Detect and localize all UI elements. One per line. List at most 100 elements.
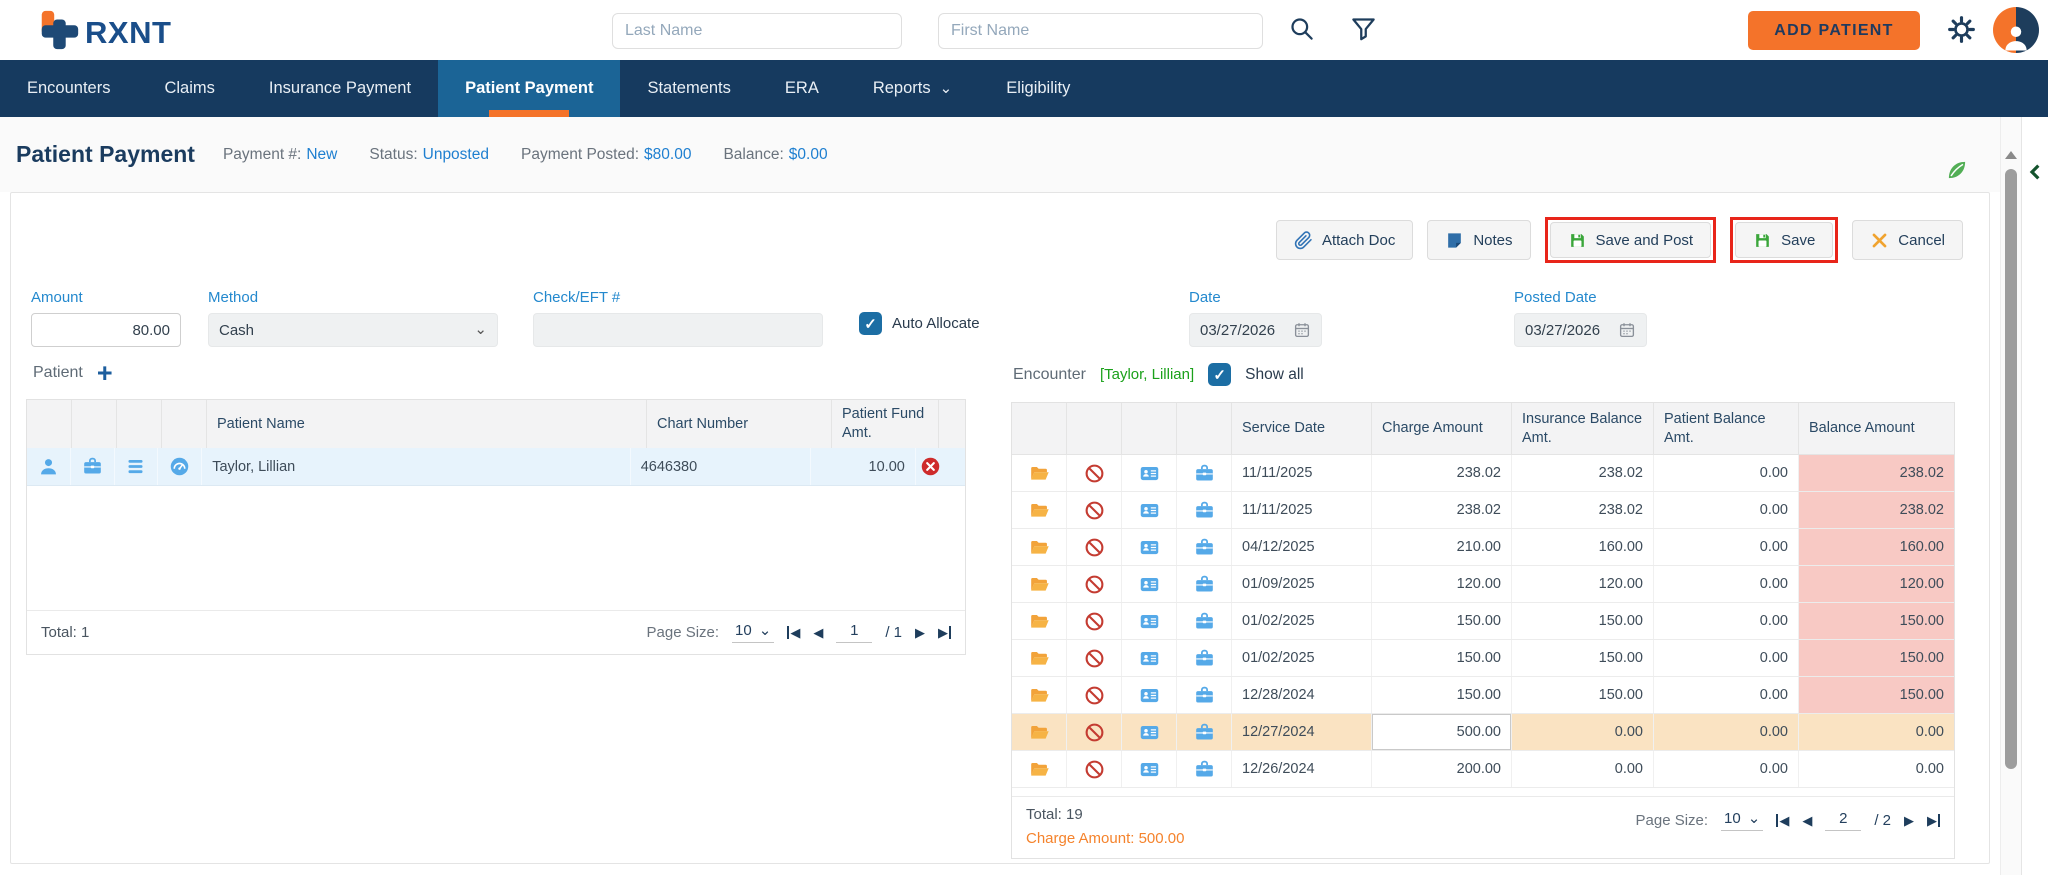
next-page-button[interactable]: ▶ <box>1904 812 1914 828</box>
folder-icon[interactable] <box>1029 537 1050 558</box>
encounter-row[interactable]: 12/28/2024 150.00 150.00 0.00 150.00 <box>1012 677 1954 714</box>
id-card-icon[interactable] <box>1139 685 1160 706</box>
tab-statements[interactable]: Statements <box>647 79 731 97</box>
page-number-input[interactable]: 1 <box>836 622 873 643</box>
search-icon[interactable] <box>1288 15 1315 42</box>
calendar-icon[interactable] <box>1618 321 1636 339</box>
first-page-button[interactable]: ◀ <box>787 625 800 641</box>
tab-claims[interactable]: Claims <box>164 79 215 97</box>
save-and-post-button[interactable]: Save and Post <box>1549 222 1712 258</box>
folder-icon[interactable] <box>1029 500 1050 521</box>
briefcase-icon[interactable] <box>1194 574 1215 595</box>
prev-page-button[interactable]: ◀ <box>813 624 824 640</box>
notes-button[interactable]: Notes <box>1427 220 1531 260</box>
leaf-icon[interactable] <box>1944 157 1970 183</box>
first-page-button[interactable]: ◀ <box>1776 813 1789 829</box>
encounter-row[interactable]: 11/11/2025 238.02 238.02 0.00 238.02 <box>1012 455 1954 492</box>
gear-icon[interactable] <box>1947 15 1976 44</box>
menu-icon[interactable] <box>125 456 146 477</box>
add-patient-button[interactable]: ADD PATIENT <box>1748 11 1920 50</box>
remove-patient-icon[interactable] <box>920 456 941 477</box>
encounter-row[interactable]: 04/12/2025 210.00 160.00 0.00 160.00 <box>1012 529 1954 566</box>
page-number-input[interactable]: 2 <box>1825 810 1862 831</box>
amount-input[interactable] <box>42 314 170 346</box>
encounter-row[interactable]: 01/02/2025 150.00 150.00 0.00 150.00 <box>1012 603 1954 640</box>
auto-allocate-checkbox[interactable]: ✓ <box>859 312 882 335</box>
save-button[interactable]: Save <box>1735 222 1834 258</box>
filter-icon[interactable] <box>1350 15 1377 42</box>
folder-icon[interactable] <box>1029 463 1050 484</box>
prev-page-button[interactable]: ◀ <box>1802 812 1813 828</box>
briefcase-icon[interactable] <box>1194 463 1215 484</box>
folder-icon[interactable] <box>1029 685 1050 706</box>
briefcase-icon[interactable] <box>1194 648 1215 669</box>
first-name-input[interactable] <box>938 13 1263 49</box>
scroll-up-arrow[interactable] <box>2005 151 2017 159</box>
id-card-icon[interactable] <box>1139 463 1160 484</box>
briefcase-icon[interactable] <box>1194 685 1215 706</box>
id-card-icon[interactable] <box>1139 574 1160 595</box>
next-page-button[interactable]: ▶ <box>915 624 925 640</box>
tab-reports[interactable]: Reports ⌄ <box>872 79 953 97</box>
charge-amount-cell[interactable]: 500.00 <box>1372 714 1512 750</box>
briefcase-icon[interactable] <box>1194 722 1215 743</box>
cancel-button[interactable]: Cancel <box>1852 220 1963 260</box>
block-icon[interactable] <box>1084 463 1105 484</box>
folder-icon[interactable] <box>1029 722 1050 743</box>
tab-eligibility[interactable]: Eligibility <box>1006 79 1071 97</box>
last-page-button[interactable]: ▶ <box>938 625 951 641</box>
collapse-panel-strip[interactable] <box>2021 117 2048 875</box>
page-size-select[interactable]: 10 ⌄ <box>1721 810 1764 831</box>
encounter-row[interactable]: 12/26/2024 200.00 0.00 0.00 0.00 <box>1012 751 1954 788</box>
add-patient-row-button[interactable]: + <box>96 358 113 388</box>
block-icon[interactable] <box>1084 685 1105 706</box>
encounter-row[interactable]: 01/09/2025 120.00 120.00 0.00 120.00 <box>1012 566 1954 603</box>
block-icon[interactable] <box>1084 574 1105 595</box>
tab-insurance-payment[interactable]: Insurance Payment <box>268 79 412 97</box>
scrollbar-thumb[interactable] <box>2005 169 2017 769</box>
encounter-row[interactable]: 12/27/2024 500.00 0.00 0.00 0.00 <box>1012 714 1954 751</box>
folder-icon[interactable] <box>1029 648 1050 669</box>
last-page-button[interactable]: ▶ <box>1927 813 1940 829</box>
posted-date-input[interactable]: 03/27/2026 <box>1514 313 1647 347</box>
briefcase-icon[interactable] <box>1194 759 1215 780</box>
rxnt-logo[interactable]: RXNT <box>36 7 171 58</box>
page-size-select[interactable]: 10 ⌄ <box>732 622 775 643</box>
folder-icon[interactable] <box>1029 574 1050 595</box>
block-icon[interactable] <box>1084 537 1105 558</box>
briefcase-icon[interactable] <box>82 456 103 477</box>
briefcase-icon[interactable] <box>1194 611 1215 632</box>
tab-era[interactable]: ERA <box>784 79 819 97</box>
block-icon[interactable] <box>1084 611 1105 632</box>
block-icon[interactable] <box>1084 648 1105 669</box>
tab-encounters[interactable]: Encounters <box>27 79 111 97</box>
briefcase-icon[interactable] <box>1194 500 1215 521</box>
person-icon[interactable] <box>38 456 59 477</box>
encounter-row[interactable]: 11/11/2025 238.02 238.02 0.00 238.02 <box>1012 492 1954 529</box>
patient-row[interactable]: Taylor, Lillian 4646380 10.00 <box>27 448 965 486</box>
method-select[interactable]: Cash ⌄ <box>208 313 498 347</box>
id-card-icon[interactable] <box>1139 537 1160 558</box>
block-icon[interactable] <box>1084 722 1105 743</box>
briefcase-icon[interactable] <box>1194 537 1215 558</box>
folder-icon[interactable] <box>1029 611 1050 632</box>
id-card-icon[interactable] <box>1139 500 1160 521</box>
encounter-row[interactable]: 01/02/2025 150.00 150.00 0.00 150.00 <box>1012 640 1954 677</box>
attach-doc-button[interactable]: Attach Doc <box>1275 220 1414 260</box>
vertical-scrollbar[interactable] <box>2000 117 2021 875</box>
id-card-icon[interactable] <box>1139 722 1160 743</box>
check-eft-input[interactable] <box>533 313 823 347</box>
block-icon[interactable] <box>1084 759 1105 780</box>
user-avatar[interactable] <box>1993 7 2039 53</box>
last-name-input[interactable] <box>612 13 902 49</box>
id-card-icon[interactable] <box>1139 759 1160 780</box>
block-icon[interactable] <box>1084 500 1105 521</box>
tab-patient-payment[interactable]: Patient Payment <box>438 60 621 117</box>
calendar-icon[interactable] <box>1293 321 1311 339</box>
show-all-checkbox[interactable]: ✓ <box>1208 363 1232 386</box>
id-card-icon[interactable] <box>1139 611 1160 632</box>
date-input[interactable]: 03/27/2026 <box>1189 313 1322 347</box>
folder-icon[interactable] <box>1029 759 1050 780</box>
id-card-icon[interactable] <box>1139 648 1160 669</box>
gauge-icon[interactable] <box>169 456 190 477</box>
